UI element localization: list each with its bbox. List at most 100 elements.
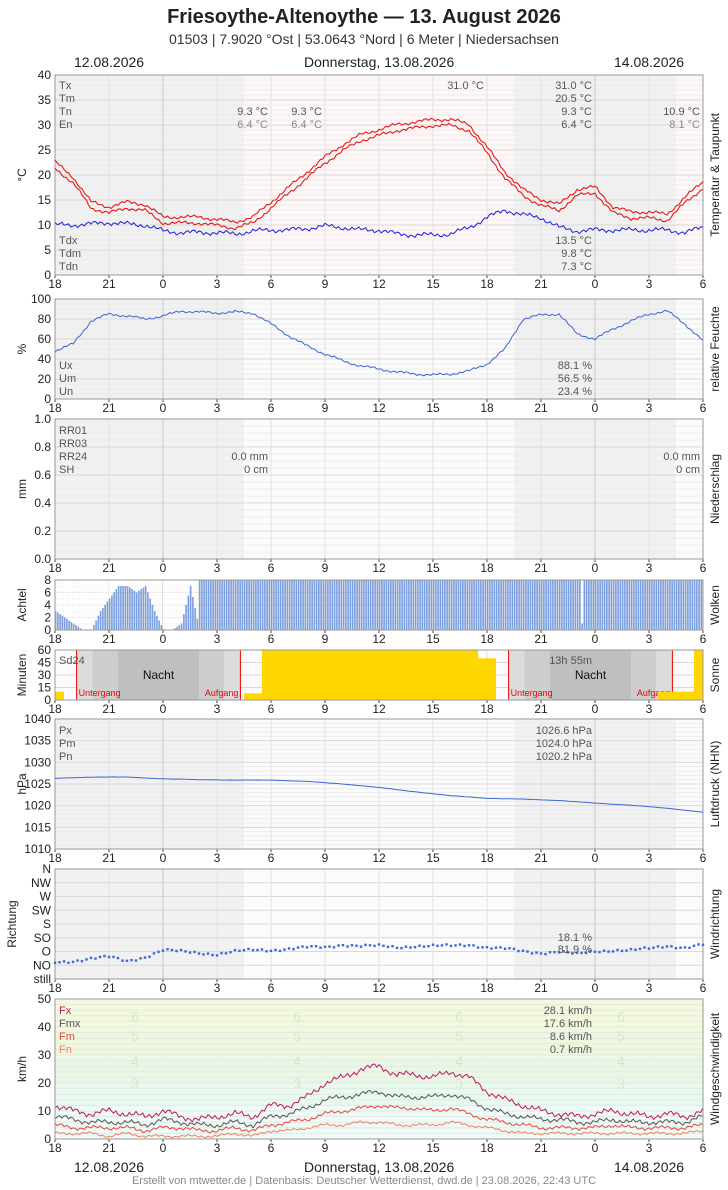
cloud-bar xyxy=(97,615,100,631)
winddir-xtick: 21 xyxy=(102,981,116,995)
pressure-frame xyxy=(54,718,704,850)
cloud-bar xyxy=(75,625,77,631)
sun-ytick: 0 xyxy=(44,693,51,707)
cloud-bar xyxy=(237,579,239,631)
wind-direction-point xyxy=(134,959,138,962)
temp-side-label: Temperatur & Taupunkt xyxy=(708,112,722,237)
clouds-xtick: 0 xyxy=(592,632,599,646)
cloud-bar xyxy=(311,579,313,631)
temp-summary-value: 6.4 °C xyxy=(561,119,592,131)
pressure-xtick: 6 xyxy=(268,851,275,865)
wind-direction-point xyxy=(481,946,484,949)
cloud-bar xyxy=(207,579,210,631)
cloud-bar xyxy=(108,598,111,631)
wind-xtick: 9 xyxy=(322,1141,329,1155)
wind-direction-point xyxy=(161,949,165,952)
wind-direction-point xyxy=(359,945,363,948)
wind-summary-value: 0.7 km/h xyxy=(550,1044,592,1056)
day-tn-at-min: 9.3 °C xyxy=(291,106,322,118)
cloud-bar xyxy=(678,579,680,631)
temp-summary-value: 31.0 °C xyxy=(555,80,592,92)
wind-direction-point xyxy=(418,944,421,947)
temp-legend-tx: Tx xyxy=(59,80,72,92)
humidity-ytick: 100 xyxy=(31,292,51,306)
pressure-ytick: 1025 xyxy=(24,777,51,791)
cloud-bar-bg xyxy=(64,580,66,630)
wind-fmx-line xyxy=(54,1089,704,1129)
humidity-xtick: 3 xyxy=(646,401,653,415)
cloud-bar xyxy=(556,579,559,631)
cloud-bar-bg xyxy=(88,580,90,630)
cloud-bar xyxy=(630,579,633,631)
sun-frame-top xyxy=(54,649,704,701)
humidity-xtick: 0 xyxy=(160,401,167,415)
cloud-bar xyxy=(270,579,273,631)
cloud-bar xyxy=(264,579,266,631)
wind-direction-point xyxy=(292,947,295,951)
wind-direction-point xyxy=(692,944,696,947)
temp-xtick: 9 xyxy=(322,277,329,291)
cloud-bar xyxy=(392,579,394,631)
cloud-bar xyxy=(572,579,574,631)
cloud-bar xyxy=(576,579,579,631)
temp-xtick: 18 xyxy=(48,277,62,291)
temp-legend-tdm: Tdm xyxy=(59,248,81,260)
cloud-bar xyxy=(205,579,208,631)
wind-direction-point xyxy=(607,950,610,953)
cloud-bar xyxy=(599,579,601,631)
cloud-bar xyxy=(142,587,145,631)
cloud-bar xyxy=(342,579,345,631)
pressure-xtick: 18 xyxy=(48,851,62,865)
cloud-bar xyxy=(286,579,289,631)
cloud-bar xyxy=(102,607,104,631)
cloud-bar xyxy=(565,579,568,631)
cloud-bar xyxy=(484,579,487,631)
sun-xtick: 3 xyxy=(214,702,221,716)
cloud-bar xyxy=(111,595,113,631)
cloud-bar xyxy=(302,579,304,631)
winddir-ytick: O xyxy=(42,945,51,959)
cloud-bar-bg xyxy=(95,580,97,630)
temperature-line-max xyxy=(54,117,704,224)
cloud-bar xyxy=(399,579,401,631)
cloud-bar xyxy=(687,579,689,631)
cloud-bar xyxy=(354,579,356,631)
pressure-xtick: 0 xyxy=(592,851,599,865)
temp-ytick: 40 xyxy=(38,68,52,82)
temp-ytick: 5 xyxy=(44,243,51,257)
cloud-bar xyxy=(520,579,523,631)
cloud-bar-bg xyxy=(167,580,169,630)
cloud-bar xyxy=(507,579,509,631)
humidity-xtick: 21 xyxy=(534,401,548,415)
cloud-bar xyxy=(648,579,651,631)
clouds-xtick: 21 xyxy=(534,632,548,646)
precip-legend-rr24: RR24 xyxy=(59,451,87,463)
cloud-bar xyxy=(554,579,556,631)
wind-direction-point xyxy=(652,946,655,949)
cloud-bar xyxy=(192,597,194,631)
clouds-xtick: 6 xyxy=(700,632,707,646)
wind-xtick: 0 xyxy=(160,1141,167,1155)
wind-direction-point xyxy=(269,949,273,953)
cloud-bar xyxy=(453,579,455,631)
precip-xtick: 15 xyxy=(426,561,440,575)
temp-summary-value: 7.3 °C xyxy=(561,261,592,273)
night-label: Nacht xyxy=(143,668,175,682)
cloud-bar xyxy=(66,618,68,631)
temp-ytick: 25 xyxy=(38,143,52,157)
sunshine-bar xyxy=(388,650,406,700)
winddir-ytick: SW xyxy=(32,903,52,917)
wind-direction-point xyxy=(310,945,313,948)
cloud-bar xyxy=(241,579,244,631)
precip-ytick: 0.8 xyxy=(34,440,51,454)
sun-xtick: 0 xyxy=(160,702,167,716)
cloud-bar xyxy=(426,579,428,631)
wind-direction-point xyxy=(377,943,381,946)
cloud-bar xyxy=(673,579,676,631)
wind-direction-point xyxy=(584,951,588,955)
temp-ytick: 15 xyxy=(38,193,52,207)
cloud-bar xyxy=(619,579,622,631)
wind-direction-point xyxy=(301,945,304,948)
clouds-side-label: Wolken xyxy=(708,585,722,625)
